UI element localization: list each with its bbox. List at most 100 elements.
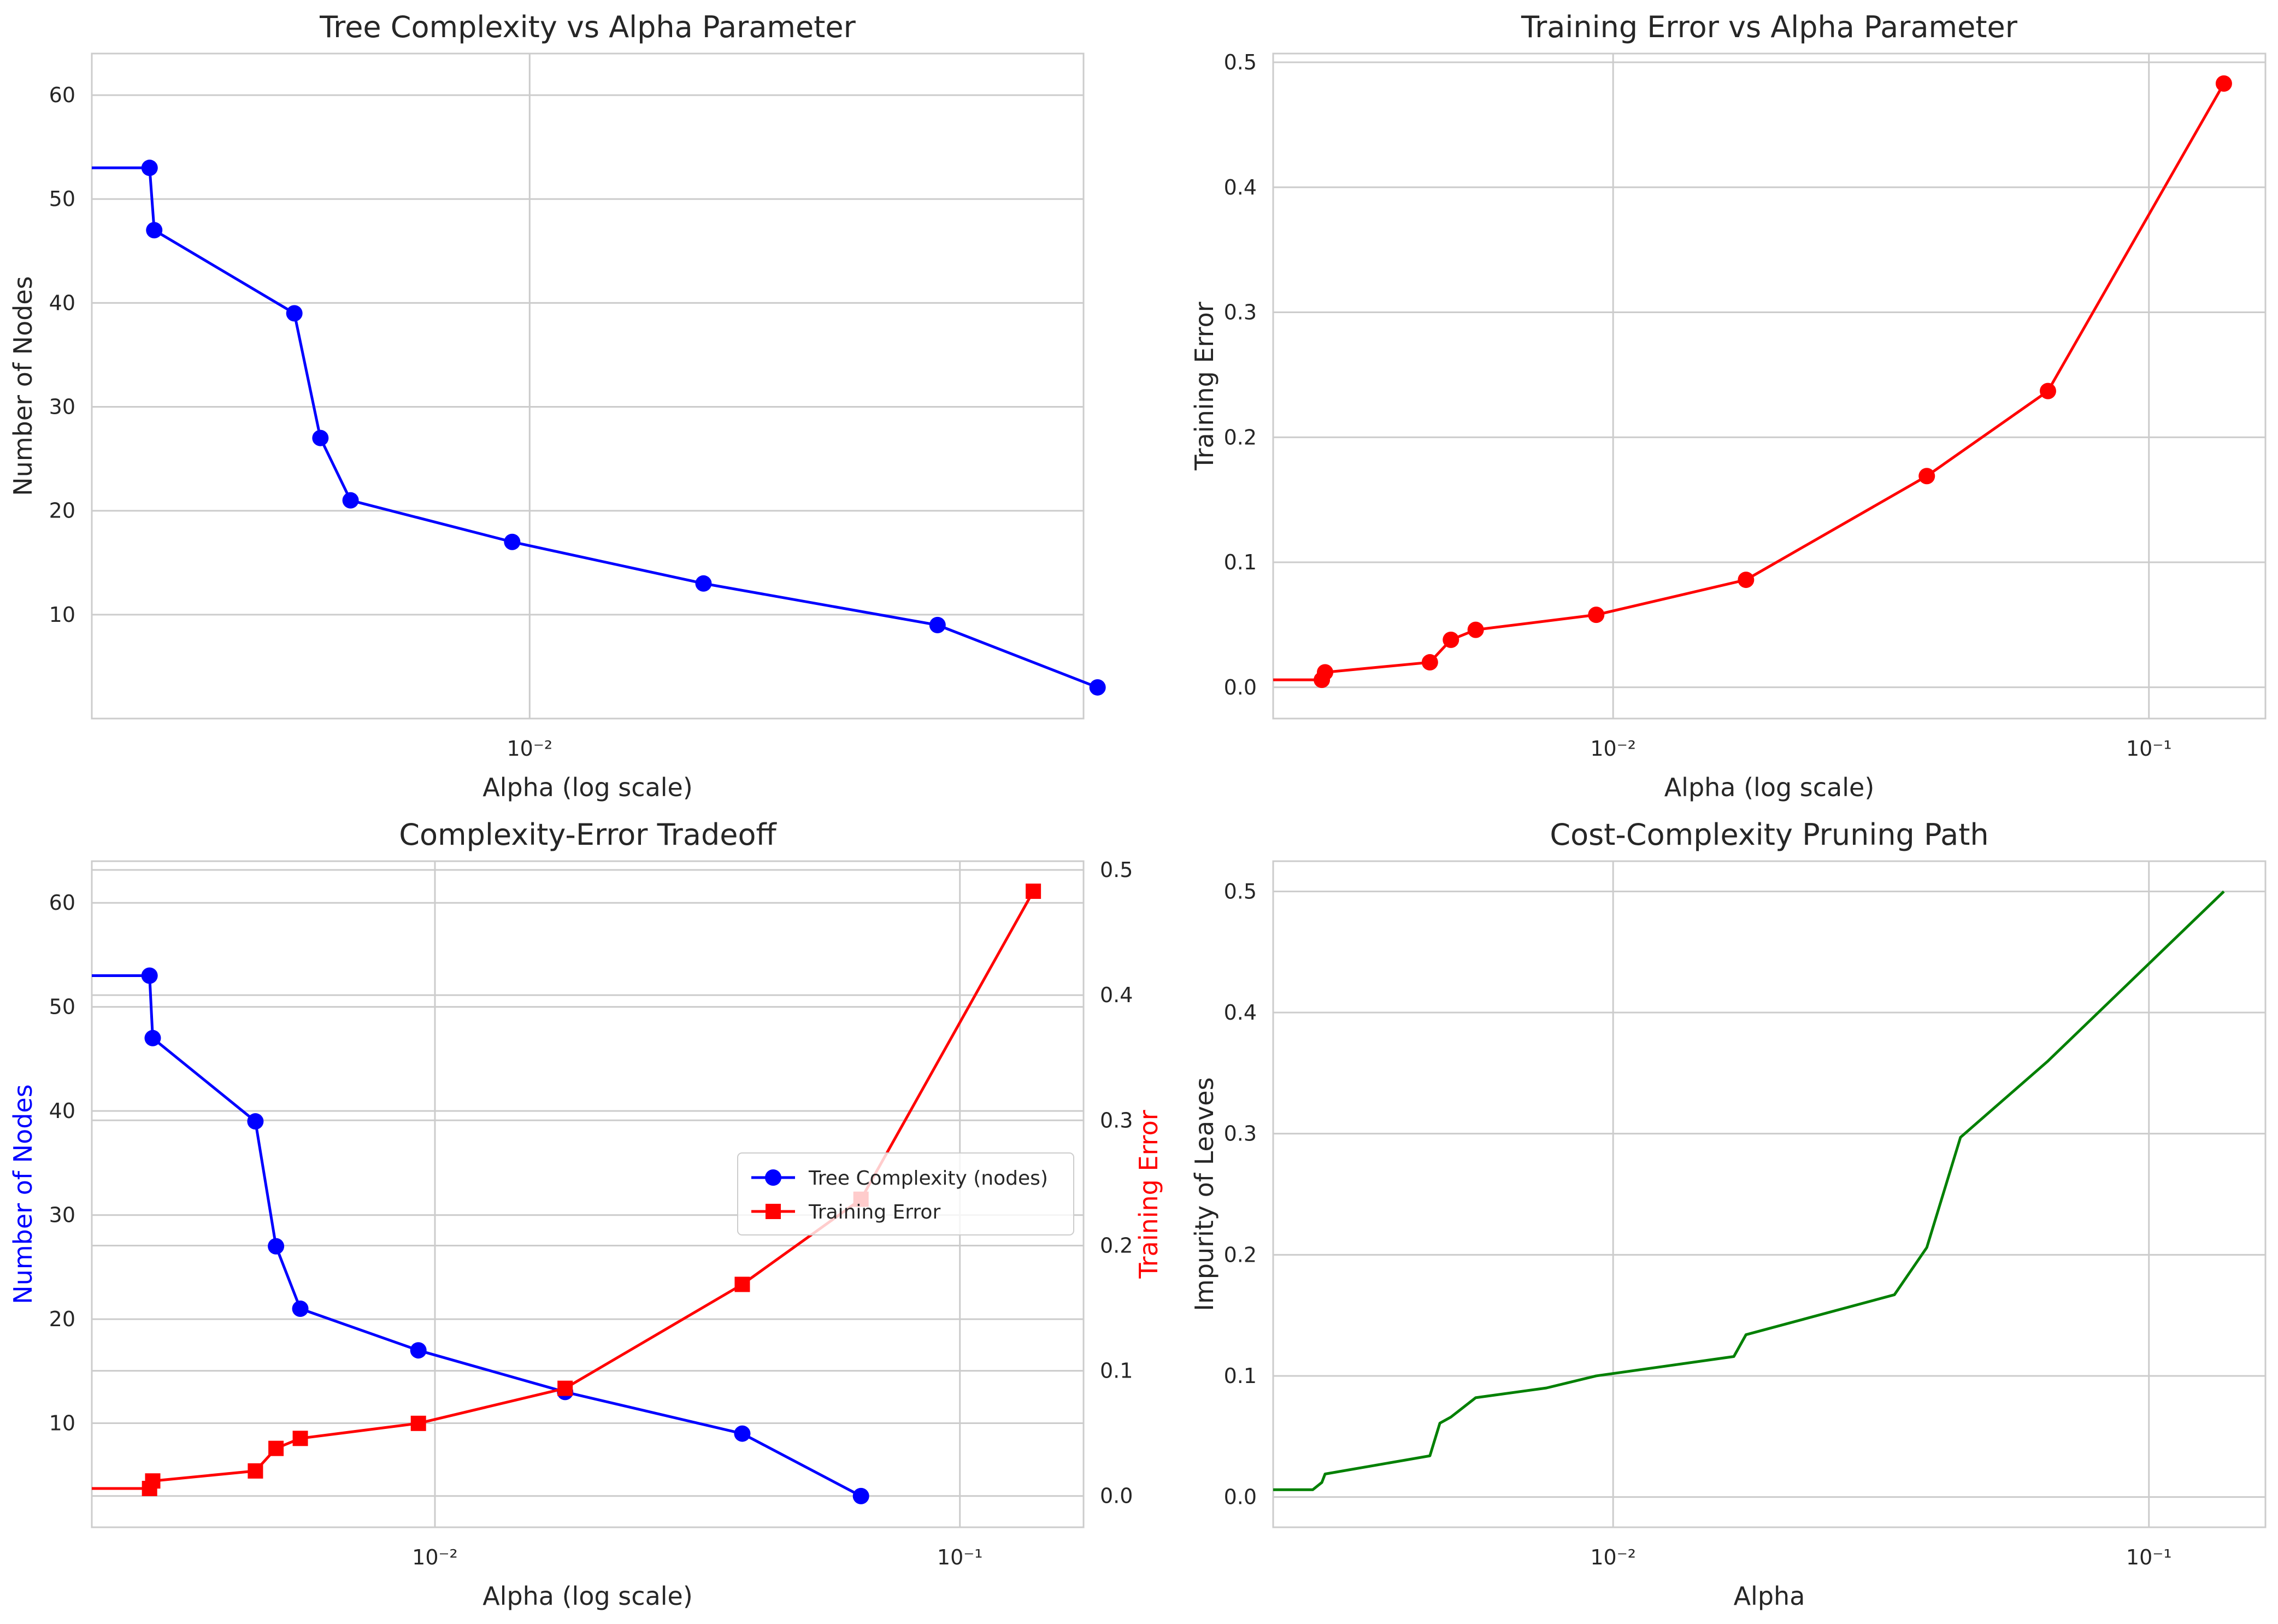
x-axis-label: Alpha (log scale) <box>482 773 693 802</box>
chart-title: Tree Complexity vs Alpha Parameter <box>319 10 856 44</box>
data-point <box>1026 883 1041 899</box>
y-axis-label: Number of Nodes <box>8 1084 38 1304</box>
x-axis-label: Alpha (log scale) <box>482 1581 693 1611</box>
y-tick-label: 20 <box>49 499 75 523</box>
y-tick-label: 60 <box>49 83 75 107</box>
y-tick-label: 0.5 <box>1224 879 1257 903</box>
data-point <box>852 1487 869 1504</box>
data-point <box>1467 621 1484 638</box>
data-point <box>146 222 163 239</box>
data-point <box>734 1276 750 1292</box>
data-point <box>268 1238 285 1255</box>
y-tick-label: 0.1 <box>1224 1364 1257 1388</box>
y-tick-label: 0.3 <box>1224 301 1257 325</box>
data-point <box>557 1380 573 1396</box>
chart-tl: 10⁻² 10 20 30 40 50 60 Tree Complexity vs Alpha… <box>8 10 1106 802</box>
y-tick-label: 0.2 <box>1224 425 1257 449</box>
y-tick-label: 0.1 <box>1224 550 1257 574</box>
data-point <box>1421 654 1438 671</box>
y-tick-label: 20 <box>49 1307 75 1331</box>
y-tick-label: 50 <box>49 187 75 211</box>
data-point <box>286 305 303 322</box>
data-point <box>2039 383 2056 399</box>
y-tick-label: 40 <box>49 1099 75 1123</box>
plot-frame <box>1272 860 2267 1528</box>
y-right-tick-label: 0.0 <box>1100 1484 1133 1508</box>
plot-frame <box>91 860 1085 1528</box>
x-tick-label: 10⁻² <box>412 1545 458 1569</box>
legend-swatch-marker <box>766 1204 781 1219</box>
y-right-tick-label: 0.1 <box>1100 1359 1133 1383</box>
series-line <box>92 166 1098 689</box>
chart-tr: 10⁻² 10⁻¹ 0.0 0.1 0.2 0.3 0.4 0.5 Training Error… <box>1190 10 2267 802</box>
series-training-error <box>92 883 1041 1496</box>
y-tick-label: 0.4 <box>1224 1001 1257 1025</box>
chart-title: Cost-Complexity Pruning Path <box>1550 817 1988 852</box>
x-tick-label: 10⁻¹ <box>2126 737 2172 761</box>
y-tick-label: 0.5 <box>1224 50 1257 74</box>
y-right-tick-label: 0.2 <box>1100 1233 1133 1257</box>
series-line <box>92 974 862 1498</box>
chart-title: Complexity-Error Tradeoff <box>399 817 777 852</box>
y-tick-label: 0.3 <box>1224 1122 1257 1146</box>
legend-label: Tree Complexity (nodes) <box>808 1167 1048 1190</box>
data-point <box>268 1440 284 1456</box>
series-tree-complexity-nodes- <box>92 967 869 1504</box>
y-axis-label: Impurity of Leaves <box>1190 1077 1219 1311</box>
y-tick-label: 40 <box>49 291 75 315</box>
y-axis-label: Training Error <box>1190 302 1219 470</box>
y-tick-label: 50 <box>49 995 75 1019</box>
data-point <box>410 1415 426 1431</box>
data-point <box>2215 75 2232 92</box>
series-line <box>1273 890 2225 1491</box>
data-point <box>292 1431 308 1446</box>
data-point <box>1089 679 1106 696</box>
series-line-0 <box>92 160 1106 696</box>
legend-box <box>737 1152 1074 1235</box>
plot-frame <box>91 52 1085 720</box>
data-point <box>695 575 712 592</box>
series-line-0 <box>1273 75 2232 689</box>
data-point <box>141 967 158 984</box>
legend-label: Training Error <box>808 1201 940 1223</box>
data-point <box>734 1425 751 1442</box>
data-point <box>145 1473 161 1489</box>
y-tick-label: 30 <box>49 395 75 419</box>
x-axis-label: Alpha (log scale) <box>1664 773 1875 802</box>
data-point <box>410 1342 427 1359</box>
data-point <box>1588 607 1605 623</box>
y-tick-label: 0.0 <box>1224 675 1257 699</box>
x-tick-label: 10⁻¹ <box>2126 1545 2172 1569</box>
chart-br: 10⁻² 10⁻¹ 0.0 0.1 0.2 0.3 0.4 0.5 Cost-Complexit… <box>1190 817 2267 1611</box>
data-point <box>141 160 158 176</box>
data-point <box>1317 664 1334 681</box>
y-right-tick-label: 0.3 <box>1100 1108 1133 1132</box>
data-point <box>504 533 521 550</box>
y-tick-label: 30 <box>49 1203 75 1227</box>
y-tick-label: 60 <box>49 891 75 915</box>
data-point <box>1443 631 1459 648</box>
chart-title: Training Error vs Alpha Parameter <box>1521 10 2018 44</box>
data-point <box>292 1301 309 1317</box>
x-tick-label: 10⁻¹ <box>937 1545 983 1569</box>
data-point <box>247 1113 264 1130</box>
y-tick-label: 10 <box>49 603 75 627</box>
data-point <box>144 1029 161 1046</box>
legend: Tree Complexity (nodes) Training Error <box>737 1152 1074 1235</box>
chart-bl: 10⁻² 10⁻¹ 10 20 30 40 50 60 0.0 0.1 0.2 0.3 0.4 0.5 Co… <box>8 817 1163 1611</box>
data-point <box>342 492 359 509</box>
data-point <box>248 1463 263 1479</box>
y-tick-label: 0.2 <box>1224 1243 1257 1267</box>
data-point <box>1738 572 1755 589</box>
y-right-tick-label: 0.5 <box>1100 858 1133 882</box>
plot-frame <box>1272 52 2267 720</box>
legend-swatch-marker <box>765 1169 781 1186</box>
x-axis-label: Alpha <box>1734 1581 1805 1611</box>
y-tick-label: 10 <box>49 1411 75 1435</box>
x-tick-label: 10⁻² <box>507 737 552 761</box>
y-axis-label: Number of Nodes <box>8 276 38 496</box>
y-right-tick-label: 0.4 <box>1100 983 1133 1007</box>
y-tick-label: 0.4 <box>1224 175 1257 199</box>
series-line-0 <box>1273 890 2225 1491</box>
